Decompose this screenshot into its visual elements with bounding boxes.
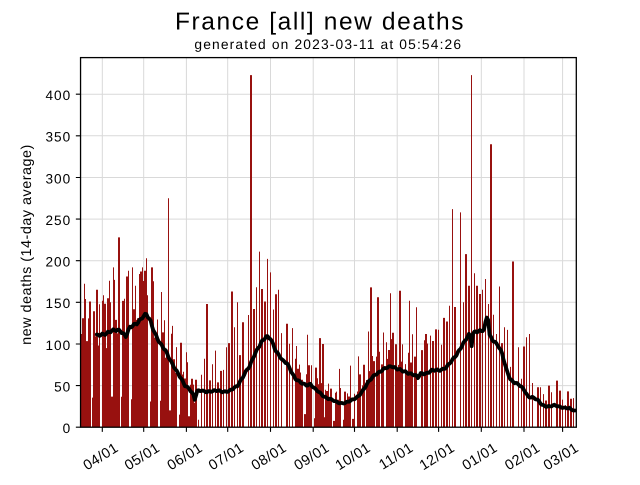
- svg-text:200: 200: [46, 255, 72, 270]
- svg-text:100: 100: [46, 338, 72, 353]
- svg-text:France [all] new deaths: France [all] new deaths: [175, 9, 465, 36]
- svg-text:new deaths (14-day average): new deaths (14-day average): [19, 144, 35, 345]
- svg-text:150: 150: [46, 296, 72, 311]
- svg-text:400: 400: [46, 88, 72, 103]
- svg-text:0: 0: [63, 421, 72, 436]
- svg-text:300: 300: [46, 171, 72, 186]
- svg-text:generated on 2023-03-11 at 05:: generated on 2023-03-11 at 05:54:26: [194, 37, 462, 52]
- svg-text:250: 250: [46, 213, 72, 228]
- svg-text:50: 50: [54, 379, 71, 394]
- svg-text:350: 350: [46, 130, 72, 145]
